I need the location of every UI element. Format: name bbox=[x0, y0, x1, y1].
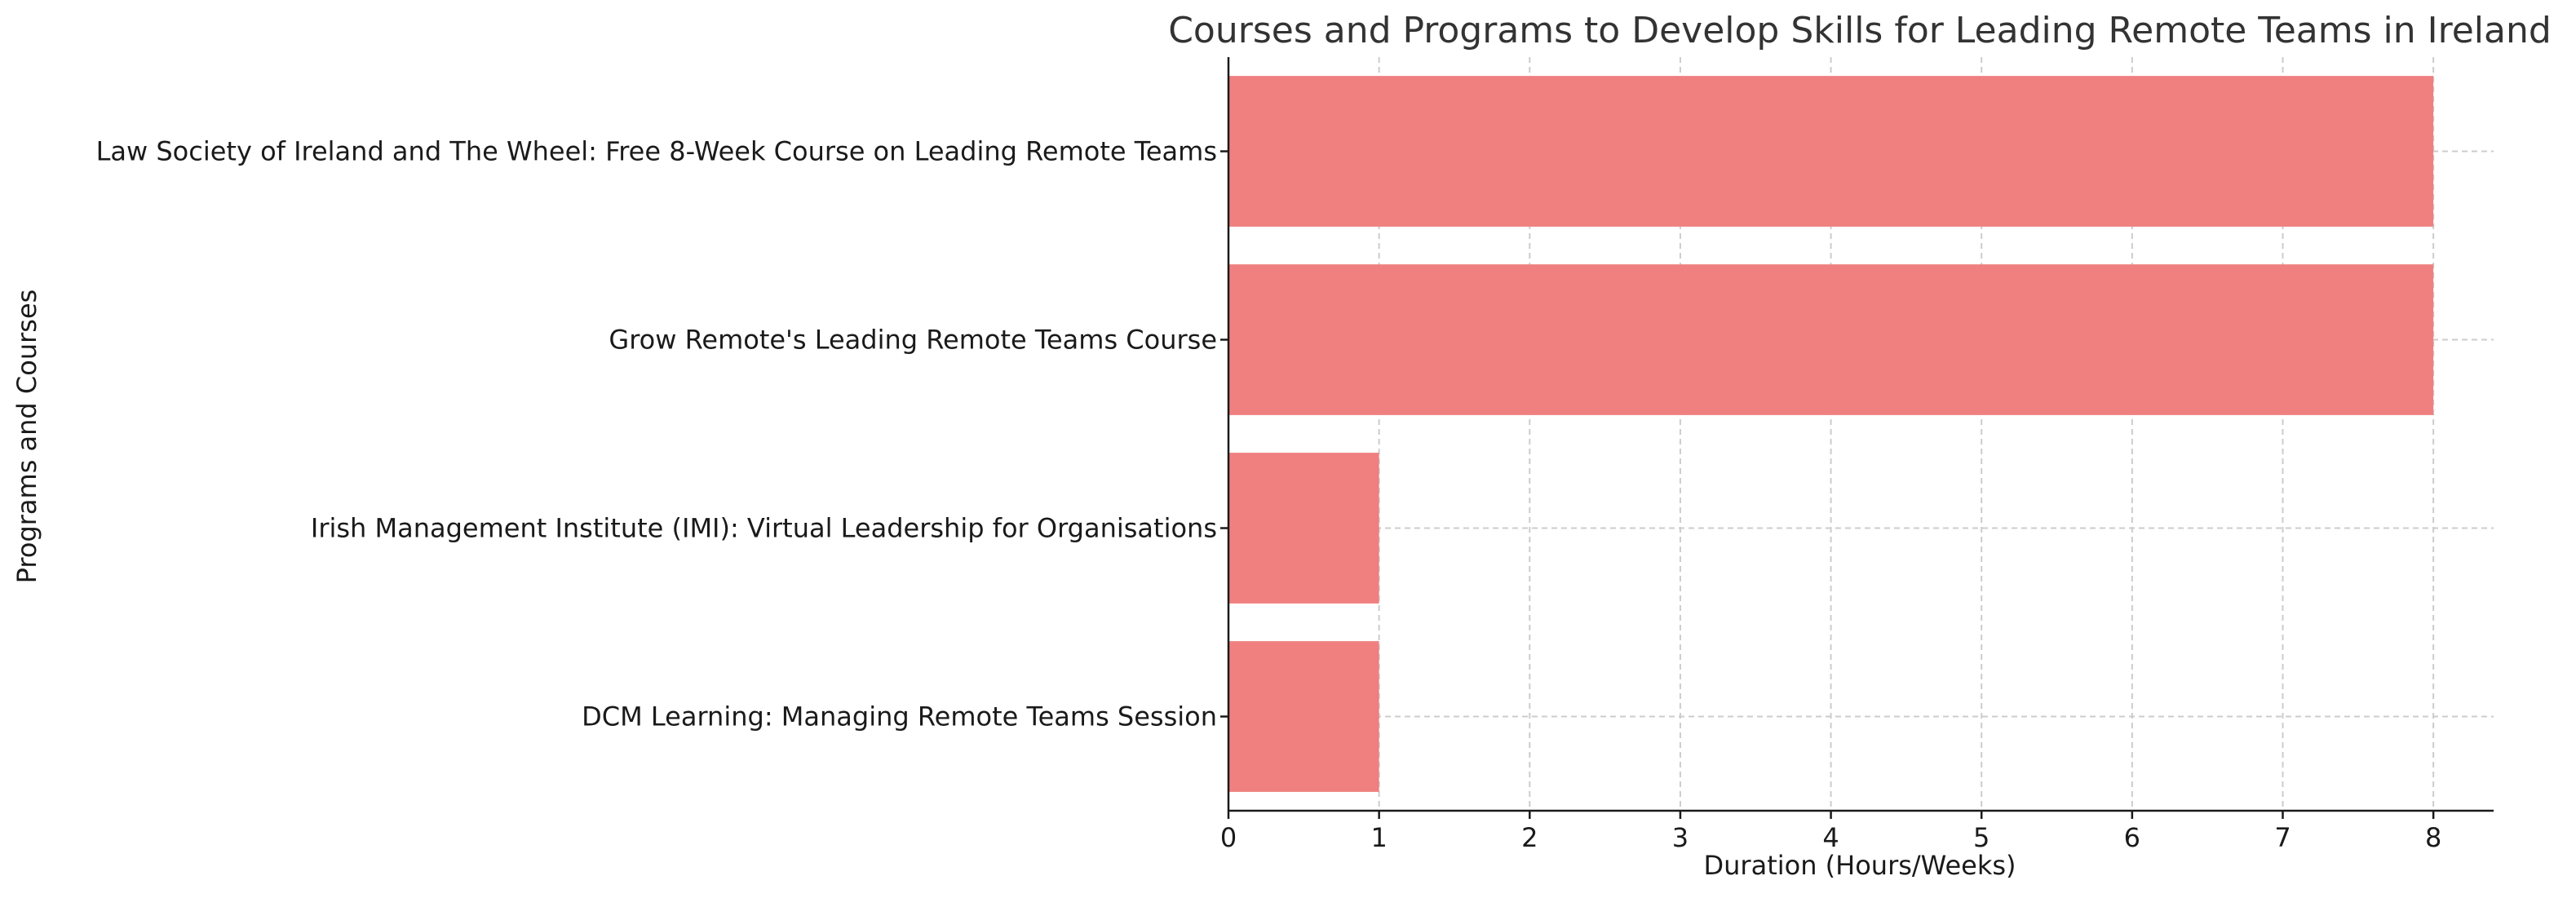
x-tick-label: 5 bbox=[1973, 822, 1990, 853]
x-axis-label: Duration (Hours/Weeks) bbox=[1704, 850, 2016, 881]
x-tick-label: 7 bbox=[2274, 822, 2291, 853]
y-tick-label: Irish Management Institute (IMI): Virtua… bbox=[311, 513, 1217, 544]
x-tick-label: 2 bbox=[1521, 822, 1538, 853]
x-tick-label: 6 bbox=[2124, 822, 2140, 853]
x-tick-label: 1 bbox=[1370, 822, 1387, 853]
x-tick-label: 3 bbox=[1672, 822, 1689, 853]
y-tick-labels: DCM Learning: Managing Remote Teams Sess… bbox=[96, 136, 1217, 732]
x-tick-label: 4 bbox=[1822, 822, 1839, 853]
y-tick-label: Law Society of Ireland and The Wheel: Fr… bbox=[96, 136, 1217, 167]
y-tick-label: Grow Remote's Leading Remote Teams Cours… bbox=[609, 325, 1217, 356]
x-tick-label: 0 bbox=[1220, 822, 1237, 853]
chart-title: Courses and Programs to Develop Skills f… bbox=[1168, 10, 2552, 51]
bar bbox=[1228, 641, 1379, 792]
bar bbox=[1228, 264, 2434, 415]
y-tick-label: DCM Learning: Managing Remote Teams Sess… bbox=[582, 701, 1217, 732]
x-tick-label: 8 bbox=[2425, 822, 2441, 853]
axes bbox=[1220, 57, 2494, 819]
bars bbox=[1228, 76, 2434, 792]
y-axis-label: Programs and Courses bbox=[11, 290, 42, 584]
bar bbox=[1228, 76, 2434, 227]
x-tick-labels: 0 1 2 3 4 5 6 7 8 bbox=[1220, 822, 2442, 853]
bar bbox=[1228, 453, 1379, 604]
